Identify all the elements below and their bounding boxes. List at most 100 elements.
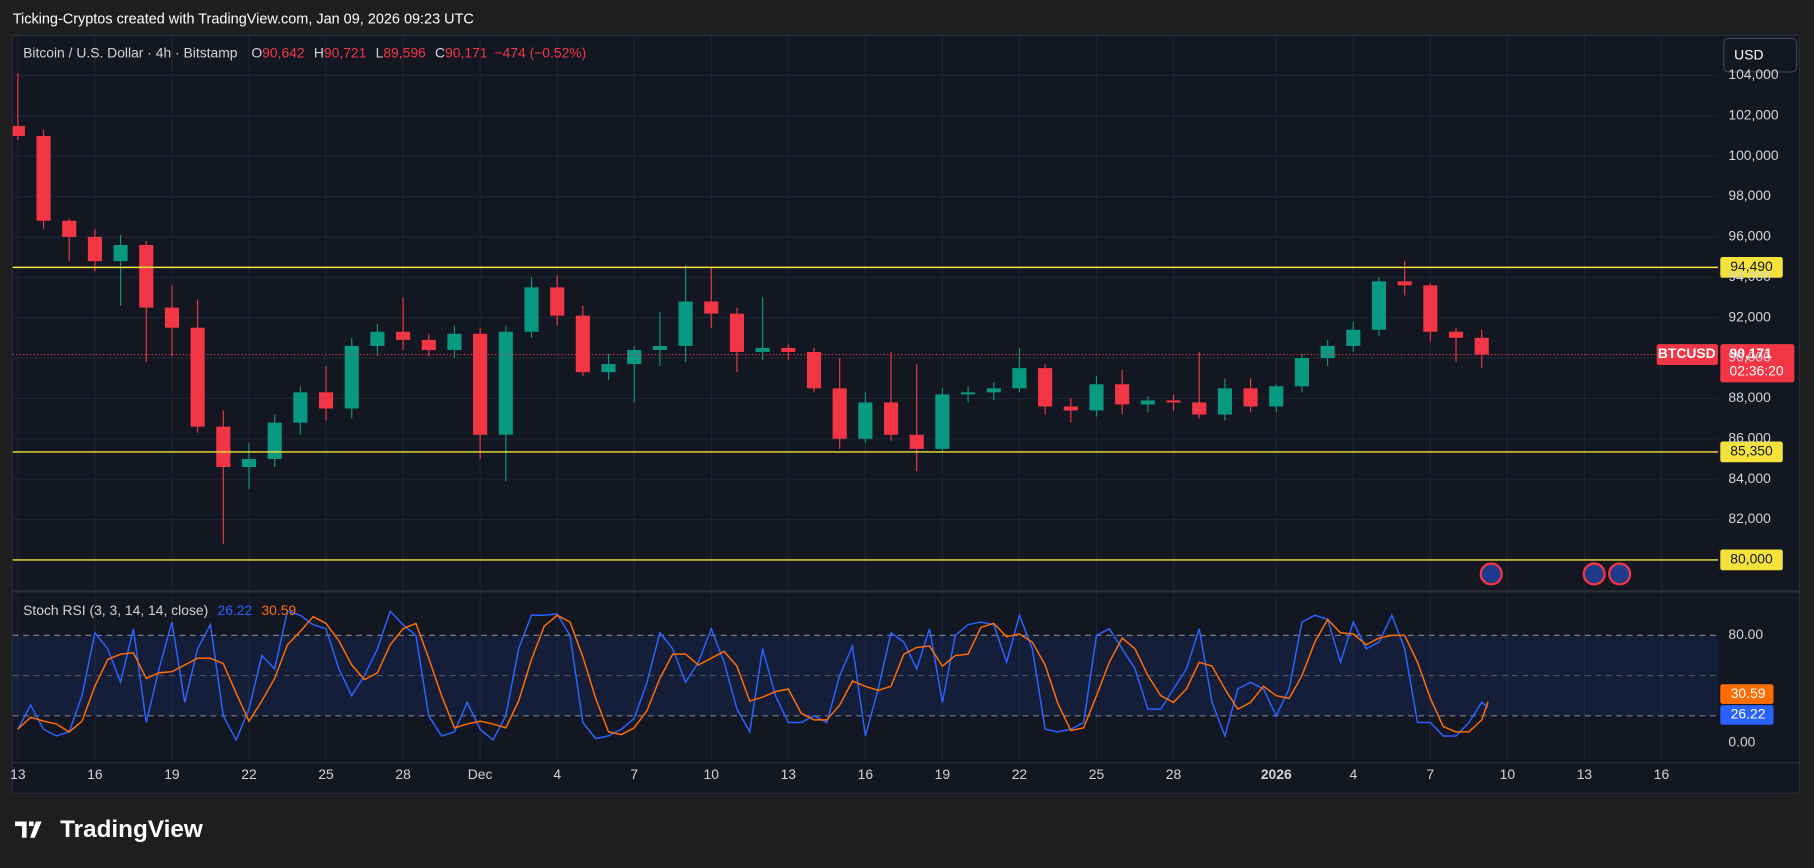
candle-body bbox=[370, 331, 385, 346]
x-tick-label: 7 bbox=[630, 766, 638, 782]
legend-value: 89,596 bbox=[383, 44, 426, 60]
candles bbox=[12, 73, 1489, 544]
candle-body bbox=[1294, 358, 1310, 387]
y-tick-label: 90,000 bbox=[1728, 349, 1771, 365]
event-flag[interactable] bbox=[1582, 562, 1606, 586]
y-tick-label: 94,000 bbox=[1728, 268, 1771, 284]
logo: TradingView bbox=[15, 816, 203, 843]
legend-key: O bbox=[251, 44, 262, 60]
stoch-value-label: 26.22 bbox=[1731, 706, 1766, 722]
level-label: 94,490 bbox=[1730, 258, 1773, 274]
candle-body bbox=[318, 392, 334, 409]
legend-key: L bbox=[376, 44, 384, 60]
candle-body bbox=[961, 392, 976, 395]
x-tick-label: Dec bbox=[468, 766, 493, 782]
candle-body bbox=[524, 287, 539, 332]
stoch-value-box bbox=[1720, 684, 1774, 704]
x-tick-label: 28 bbox=[395, 766, 411, 782]
candle-body bbox=[113, 244, 128, 262]
x-tick-label: 7 bbox=[1426, 766, 1434, 782]
legend-title: Bitcoin / U.S. Dollar · 4h · Bitstamp bbox=[23, 44, 238, 60]
candle-body bbox=[652, 345, 667, 350]
x-tick-label: 22 bbox=[241, 766, 257, 782]
candle-body bbox=[575, 315, 590, 373]
candle-body bbox=[832, 388, 847, 439]
y-tick-label: 100,000 bbox=[1728, 147, 1778, 163]
currency-button[interactable]: USD bbox=[1723, 37, 1798, 73]
credit: Ticking-Cryptos created with TradingView… bbox=[13, 12, 474, 28]
y-tick-label: 92,000 bbox=[1728, 308, 1771, 324]
x-tick-label: 13 bbox=[10, 766, 26, 782]
legend-value: 90,171 bbox=[445, 44, 488, 60]
stoch-lines bbox=[17, 609, 1489, 742]
event-flags bbox=[1479, 562, 1632, 586]
candle-body bbox=[421, 339, 436, 350]
y-tick-label: 102,000 bbox=[1728, 106, 1778, 122]
candle-body bbox=[1192, 402, 1207, 415]
candle-body bbox=[909, 434, 924, 449]
candle-body bbox=[1423, 285, 1438, 332]
candle-body bbox=[293, 392, 308, 423]
x-tick-label: 25 bbox=[1089, 766, 1105, 782]
candle-body bbox=[1140, 400, 1155, 405]
event-flag[interactable] bbox=[1479, 562, 1503, 586]
level-label: 85,350 bbox=[1730, 443, 1773, 459]
x-tick-label: 16 bbox=[87, 766, 103, 782]
button-label[interactable]: USD bbox=[1734, 46, 1763, 62]
level-label-box bbox=[1720, 256, 1783, 278]
candle-body bbox=[164, 307, 180, 328]
candle-body bbox=[1397, 281, 1412, 286]
candle-body bbox=[858, 402, 873, 439]
candle-body bbox=[87, 236, 102, 262]
candle-body bbox=[190, 327, 205, 427]
candle-body bbox=[755, 347, 770, 352]
candle-body bbox=[267, 422, 282, 459]
candle-body bbox=[216, 426, 231, 468]
legend-value: 26.22 bbox=[217, 602, 252, 618]
x-tick-label: 4 bbox=[1349, 766, 1357, 782]
x-tick-label: 10 bbox=[1500, 766, 1516, 782]
y-tick-label: 104,000 bbox=[1728, 66, 1778, 82]
candle-body bbox=[1115, 384, 1130, 405]
candle-body bbox=[1448, 331, 1464, 338]
stoch-value-box bbox=[1720, 705, 1774, 725]
candle-body bbox=[344, 345, 359, 409]
candle-body bbox=[1320, 345, 1335, 359]
legend-key: H bbox=[314, 44, 324, 60]
legend-key: C bbox=[435, 44, 445, 60]
candle-body bbox=[781, 347, 796, 352]
y-tick-label: 88,000 bbox=[1728, 389, 1771, 405]
candle-body bbox=[1474, 337, 1489, 355]
x-tick-label: 19 bbox=[935, 766, 951, 782]
candle-body bbox=[62, 220, 77, 237]
candle-body bbox=[396, 331, 411, 340]
x-tick-label: 13 bbox=[1577, 766, 1593, 782]
candle-body bbox=[241, 458, 257, 468]
logo-icon bbox=[15, 821, 42, 838]
x-tick-label: 25 bbox=[318, 766, 334, 782]
candle-body bbox=[601, 364, 616, 373]
legend-change: −474 (−0.52%) bbox=[494, 44, 586, 60]
countdown-label: 02:36:20 bbox=[1730, 363, 1784, 379]
candle-body bbox=[447, 333, 462, 350]
candle-body bbox=[1217, 388, 1232, 415]
y-tick-label: 80.00 bbox=[1728, 626, 1763, 642]
button-box[interactable] bbox=[1723, 37, 1798, 73]
logo-text: TradingView bbox=[60, 816, 203, 843]
candle-body bbox=[1269, 386, 1284, 407]
candle-body bbox=[550, 287, 565, 316]
candle-body bbox=[1063, 406, 1078, 411]
level-label-box bbox=[1720, 441, 1783, 463]
candle-body bbox=[1012, 368, 1027, 389]
candle-body bbox=[1346, 329, 1361, 346]
event-flag[interactable] bbox=[1608, 562, 1632, 586]
x-tick-label: 4 bbox=[553, 766, 561, 782]
stoch-value-label: 30.59 bbox=[1731, 685, 1766, 701]
y-tick-label: 96,000 bbox=[1728, 228, 1771, 244]
candle-body bbox=[729, 313, 745, 352]
candle-body bbox=[1371, 281, 1387, 330]
x-tick-label: 19 bbox=[164, 766, 180, 782]
chart-panel bbox=[11, 34, 1801, 794]
level-label-box bbox=[1720, 549, 1783, 571]
candle-body bbox=[1243, 388, 1258, 407]
